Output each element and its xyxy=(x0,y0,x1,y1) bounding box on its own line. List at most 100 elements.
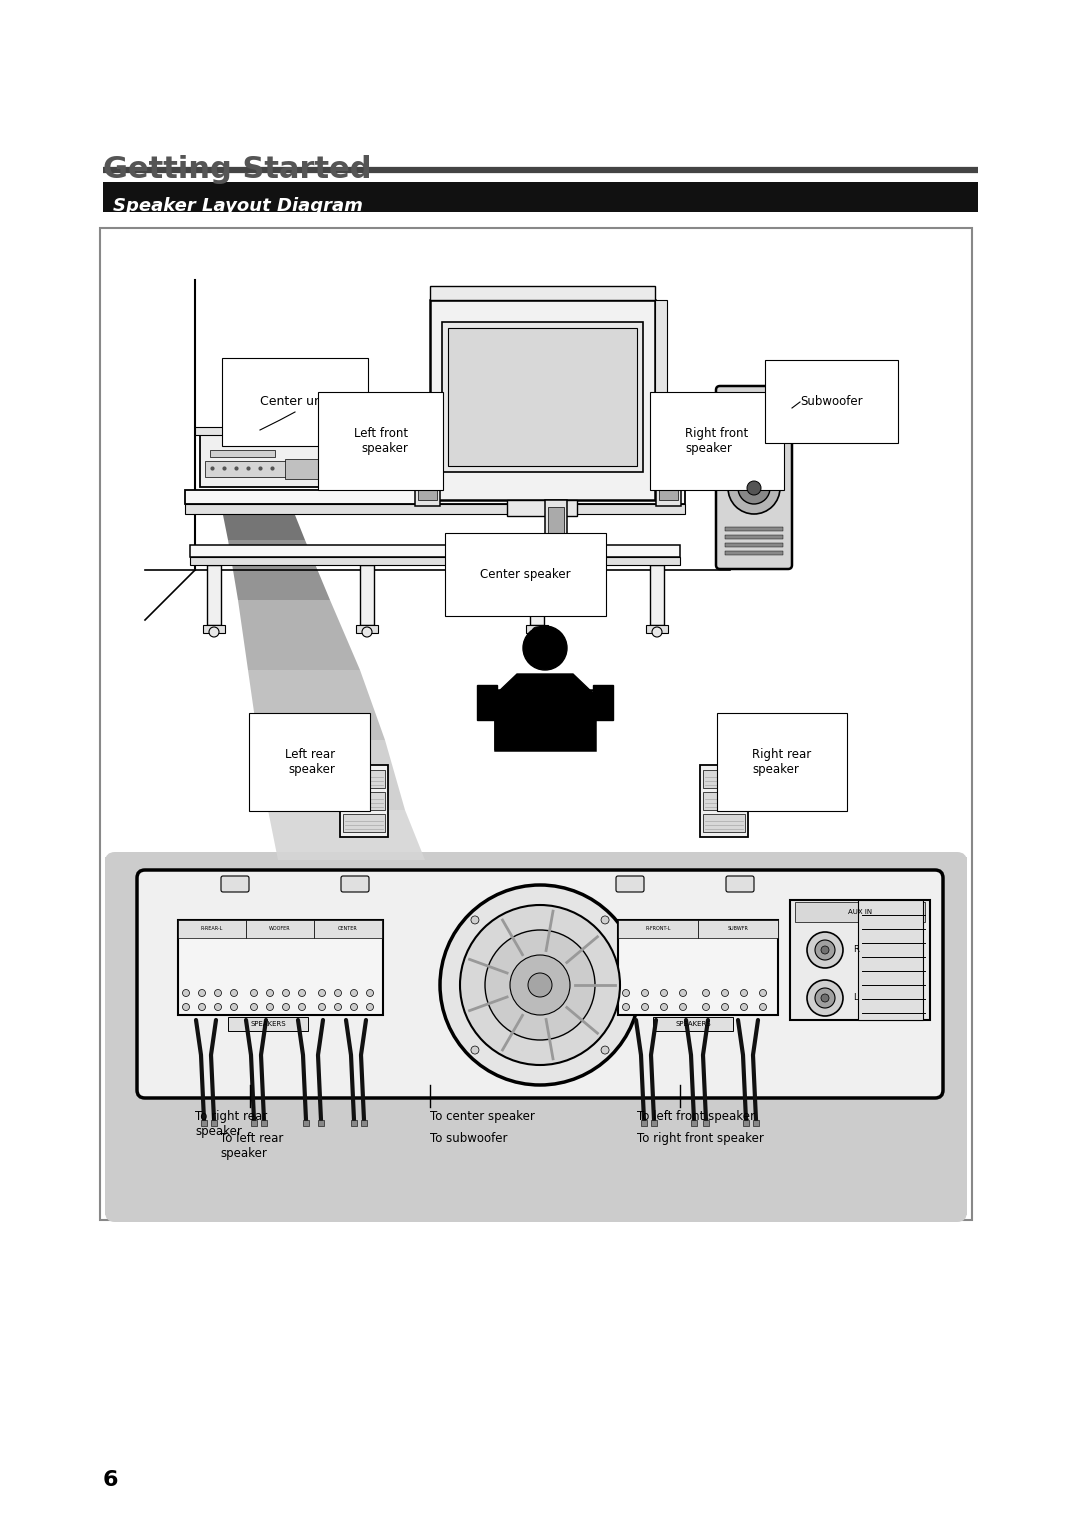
Bar xyxy=(190,557,680,566)
Bar xyxy=(430,286,654,300)
Bar xyxy=(261,1121,267,1125)
Bar xyxy=(654,300,667,500)
FancyBboxPatch shape xyxy=(616,876,644,891)
Bar xyxy=(190,544,680,557)
Circle shape xyxy=(183,989,189,997)
Text: R: R xyxy=(853,945,859,954)
Polygon shape xyxy=(495,674,595,751)
Circle shape xyxy=(622,989,630,997)
Text: SPEAKERS: SPEAKERS xyxy=(675,1021,711,1027)
Bar xyxy=(185,505,685,514)
Bar xyxy=(415,448,440,506)
Bar xyxy=(703,813,745,832)
Circle shape xyxy=(815,940,835,960)
Text: R-FRONT-L: R-FRONT-L xyxy=(645,927,671,931)
Text: To left rear
speaker: To left rear speaker xyxy=(220,1131,283,1161)
Bar xyxy=(203,625,225,633)
Bar xyxy=(360,566,374,625)
Bar xyxy=(725,550,783,555)
Bar xyxy=(659,456,678,500)
Bar xyxy=(725,528,783,531)
Bar xyxy=(442,323,643,472)
Bar xyxy=(651,1121,657,1125)
Circle shape xyxy=(215,989,221,997)
Circle shape xyxy=(199,1003,205,1011)
Bar xyxy=(593,685,613,720)
Circle shape xyxy=(215,1003,221,1011)
Text: AUX IN: AUX IN xyxy=(848,910,872,914)
Bar xyxy=(343,771,384,787)
Text: JVC: JVC xyxy=(746,405,761,414)
Bar xyxy=(211,1121,217,1125)
Bar xyxy=(314,920,382,937)
Bar xyxy=(105,856,967,1216)
Bar xyxy=(361,1121,367,1125)
Circle shape xyxy=(652,627,662,638)
Bar xyxy=(703,792,745,810)
Circle shape xyxy=(283,989,289,997)
Polygon shape xyxy=(228,540,330,599)
Text: To right rear
speaker: To right rear speaker xyxy=(195,1110,267,1138)
Bar xyxy=(251,1121,257,1125)
Text: Center unit: Center unit xyxy=(260,394,330,408)
Circle shape xyxy=(821,994,829,1001)
Circle shape xyxy=(807,980,843,1015)
Bar xyxy=(700,764,748,836)
Bar xyxy=(703,1121,708,1125)
Bar xyxy=(418,456,437,500)
Circle shape xyxy=(602,1046,609,1053)
Circle shape xyxy=(661,989,667,997)
Circle shape xyxy=(747,482,761,495)
Circle shape xyxy=(283,1003,289,1011)
Bar xyxy=(448,329,637,466)
Circle shape xyxy=(741,1003,747,1011)
Bar xyxy=(526,625,548,633)
Bar xyxy=(618,920,778,1015)
Bar xyxy=(858,901,923,1020)
Text: Left front
speaker: Left front speaker xyxy=(354,427,408,456)
Circle shape xyxy=(721,1003,729,1011)
Circle shape xyxy=(485,930,595,1040)
Text: Subwoofer: Subwoofer xyxy=(800,394,863,408)
Text: Getting Started: Getting Started xyxy=(103,154,372,183)
Circle shape xyxy=(702,1003,710,1011)
Text: Right rear
speaker: Right rear speaker xyxy=(752,748,811,777)
Circle shape xyxy=(471,916,478,924)
Circle shape xyxy=(759,989,767,997)
Circle shape xyxy=(230,1003,238,1011)
Circle shape xyxy=(267,1003,273,1011)
Text: WOOFER: WOOFER xyxy=(269,927,291,931)
Text: SPEAKERS: SPEAKERS xyxy=(251,1021,286,1027)
Text: Left rear
speaker: Left rear speaker xyxy=(285,748,335,777)
Text: CENTER: CENTER xyxy=(338,927,357,931)
Polygon shape xyxy=(238,599,360,670)
Bar xyxy=(201,1121,207,1125)
Text: Center speaker: Center speaker xyxy=(480,567,570,581)
Circle shape xyxy=(661,1003,667,1011)
Bar xyxy=(653,1017,733,1031)
Circle shape xyxy=(679,1003,687,1011)
Circle shape xyxy=(642,989,648,997)
Bar xyxy=(642,1121,647,1125)
Circle shape xyxy=(471,1046,478,1053)
Text: Speaker Layout Diagram: Speaker Layout Diagram xyxy=(113,197,363,216)
Circle shape xyxy=(351,989,357,997)
Bar xyxy=(228,1017,308,1031)
Text: SUBWFR: SUBWFR xyxy=(728,927,748,931)
FancyBboxPatch shape xyxy=(221,876,249,891)
Circle shape xyxy=(815,988,835,1008)
Bar xyxy=(789,901,930,1020)
Bar xyxy=(548,508,564,547)
Circle shape xyxy=(532,627,542,638)
FancyBboxPatch shape xyxy=(716,385,792,569)
Polygon shape xyxy=(248,670,384,740)
Bar xyxy=(495,690,595,751)
Circle shape xyxy=(460,905,620,1066)
Bar xyxy=(545,500,567,552)
Bar xyxy=(703,771,745,787)
Bar xyxy=(656,448,681,506)
Circle shape xyxy=(702,989,710,997)
Bar xyxy=(725,535,783,540)
Bar xyxy=(343,792,384,810)
Circle shape xyxy=(230,989,238,997)
